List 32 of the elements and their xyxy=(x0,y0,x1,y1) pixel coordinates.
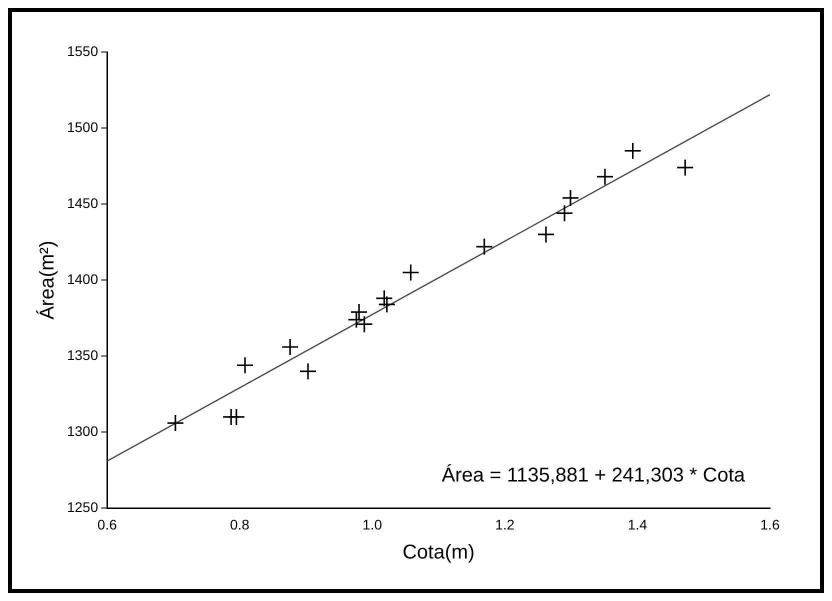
point xyxy=(402,264,420,282)
x-tick-label: 0.8 xyxy=(230,516,250,532)
point xyxy=(562,189,580,207)
point xyxy=(281,338,299,356)
y-tick-label: 1250 xyxy=(66,499,98,516)
point xyxy=(166,414,184,432)
point xyxy=(299,362,317,380)
point xyxy=(375,290,394,308)
y-tick-label: 1400 xyxy=(66,270,98,287)
point xyxy=(676,158,694,176)
point xyxy=(378,296,396,314)
x-tick-label: 1.2 xyxy=(495,516,515,532)
point xyxy=(350,303,368,321)
point xyxy=(556,204,574,222)
point xyxy=(537,226,555,244)
x-tick-label: 0.6 xyxy=(97,516,118,532)
x-tick-label: 1.4 xyxy=(628,516,648,532)
y-tick-label: 1500 xyxy=(66,118,98,135)
y-tick-label: 1450 xyxy=(66,194,98,211)
y-tick-label: 1350 xyxy=(66,346,98,363)
y-tick-label: 1550 xyxy=(66,42,98,59)
y-tick-label: 1300 xyxy=(66,423,98,440)
x-tick-label: 1.6 xyxy=(760,516,780,532)
point xyxy=(476,238,494,256)
point xyxy=(596,168,614,186)
x-axis-title: Cota(m) xyxy=(402,542,475,564)
point xyxy=(236,356,254,374)
annotation: Área = 1135,881 + 241,303 * Cota xyxy=(442,464,746,487)
point xyxy=(624,142,642,160)
y-axis-title: Área(m²) xyxy=(36,240,59,320)
point xyxy=(228,408,246,426)
x-tick-label: 1.0 xyxy=(362,516,382,532)
